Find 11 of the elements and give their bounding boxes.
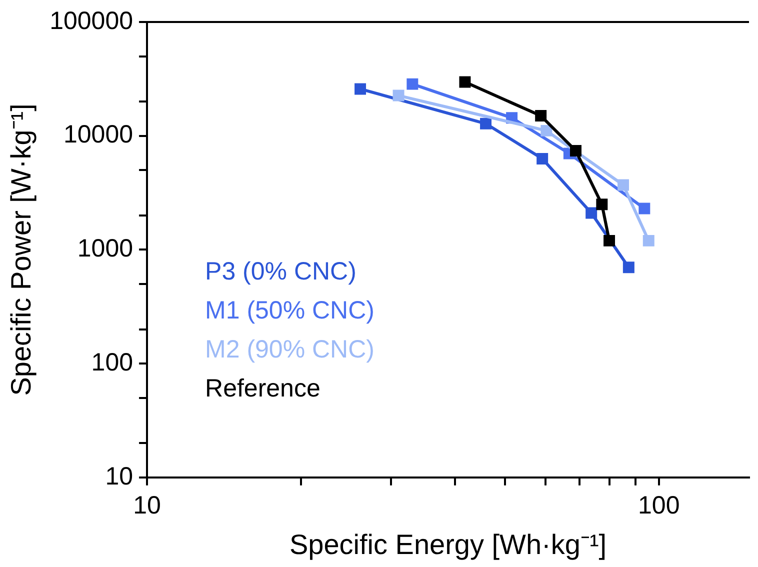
text: M2 (90% CNC): [205, 335, 375, 364]
y-tick-label: 10000: [63, 120, 134, 149]
x-axis-title: Specific Energy [Wh·kg⁻¹]: [289, 528, 607, 560]
text: M1 (50% CNC): [205, 296, 375, 324]
text: P3 (0% CNC): [205, 257, 356, 286]
y-tick-label: 100000: [50, 6, 134, 35]
text: Reference: [205, 374, 320, 402]
y-tick-label: 10: [105, 462, 134, 490]
y-tick-label: 100: [91, 348, 134, 376]
y-tick-label: 1000: [77, 234, 134, 263]
y-axis-title: Specific Power [W·kg⁻¹]: [6, 104, 37, 396]
